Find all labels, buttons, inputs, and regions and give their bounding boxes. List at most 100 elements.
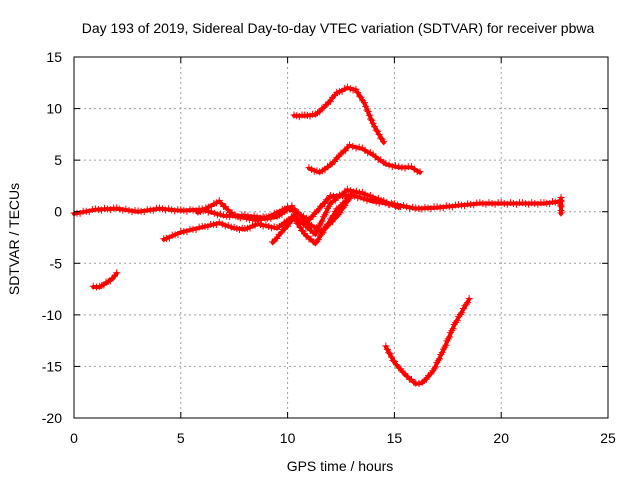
data-point	[101, 204, 109, 212]
data-point	[223, 212, 231, 220]
data-point	[453, 317, 461, 325]
data-point	[509, 199, 517, 207]
data-point	[385, 349, 393, 357]
data-point	[330, 211, 338, 219]
data-point	[162, 206, 170, 214]
data-point	[230, 211, 238, 219]
data-point	[210, 209, 218, 217]
data-point	[354, 194, 362, 202]
data-point	[155, 204, 163, 212]
data-point	[242, 214, 250, 222]
data-point	[355, 143, 363, 151]
y-axis-label: SDTVAR / TECUs	[6, 183, 22, 295]
data-point	[385, 161, 393, 169]
data-point	[360, 99, 368, 107]
data-point	[316, 232, 324, 240]
data-point	[445, 202, 453, 210]
data-point	[319, 229, 327, 237]
data-point	[284, 222, 292, 230]
data-point	[189, 206, 197, 214]
data-point	[324, 221, 332, 229]
data-point	[195, 223, 203, 231]
data-point	[522, 199, 530, 207]
data-point	[491, 200, 499, 208]
data-point	[171, 207, 179, 215]
data-point	[363, 196, 371, 204]
data-point	[375, 131, 383, 139]
data-point	[357, 93, 365, 101]
data-point	[292, 216, 300, 224]
data-point	[224, 221, 232, 229]
data-point	[314, 236, 322, 244]
data-point	[245, 216, 253, 224]
data-point	[464, 200, 472, 208]
data-point	[128, 208, 136, 216]
data-point	[557, 209, 565, 217]
data-point	[372, 126, 380, 134]
data-point	[418, 205, 426, 213]
data-point	[482, 200, 490, 208]
data-point	[416, 168, 424, 176]
data-point	[389, 357, 397, 365]
data-point	[485, 199, 493, 207]
data-point	[386, 350, 394, 358]
data-point	[400, 201, 408, 209]
data-point	[343, 195, 351, 203]
data-point	[311, 239, 319, 247]
data-point	[215, 218, 223, 226]
data-point	[313, 237, 321, 245]
data-point	[343, 83, 351, 91]
data-point	[336, 209, 344, 217]
data-point	[113, 204, 121, 212]
data-point	[479, 199, 487, 207]
data-point	[488, 199, 496, 207]
data-point	[116, 205, 124, 213]
data-point	[337, 202, 345, 210]
data-point	[374, 127, 382, 135]
data-point	[331, 196, 339, 204]
series-high-arc	[290, 83, 388, 146]
data-point	[355, 92, 363, 100]
data-point	[497, 199, 505, 207]
data-point	[92, 283, 100, 291]
data-point	[442, 341, 450, 349]
data-point	[327, 215, 335, 223]
data-point	[290, 213, 298, 221]
data-point	[94, 206, 102, 214]
data-point	[341, 147, 349, 155]
data-point	[395, 163, 403, 171]
data-point	[503, 200, 511, 208]
data-point	[462, 300, 470, 308]
x-tick-label: 10	[280, 430, 296, 446]
data-point	[409, 203, 417, 211]
data-point	[438, 349, 446, 357]
data-point	[461, 302, 469, 310]
data-point	[465, 295, 473, 303]
data-point	[298, 226, 306, 234]
data-point	[328, 213, 336, 221]
data-point	[436, 203, 444, 211]
data-point	[329, 192, 337, 200]
data-point	[107, 206, 115, 214]
data-point	[296, 223, 304, 231]
data-point	[325, 202, 333, 210]
data-point	[422, 375, 430, 383]
data-point	[391, 162, 399, 170]
data-point	[293, 219, 301, 227]
series-mid-arc	[305, 141, 424, 176]
plot-frame	[73, 56, 609, 419]
series-dip-branch	[269, 195, 351, 247]
data-point	[326, 191, 334, 199]
data-point	[88, 205, 96, 213]
data-point	[476, 199, 484, 207]
y-tick-label: 10	[46, 101, 62, 117]
data-point	[352, 85, 360, 93]
data-point	[395, 203, 403, 211]
y-tick-label: 5	[54, 152, 62, 168]
data-point	[365, 111, 373, 119]
data-point	[91, 205, 99, 213]
data-point	[180, 207, 188, 215]
data-point	[343, 185, 351, 193]
data-point	[424, 204, 432, 212]
